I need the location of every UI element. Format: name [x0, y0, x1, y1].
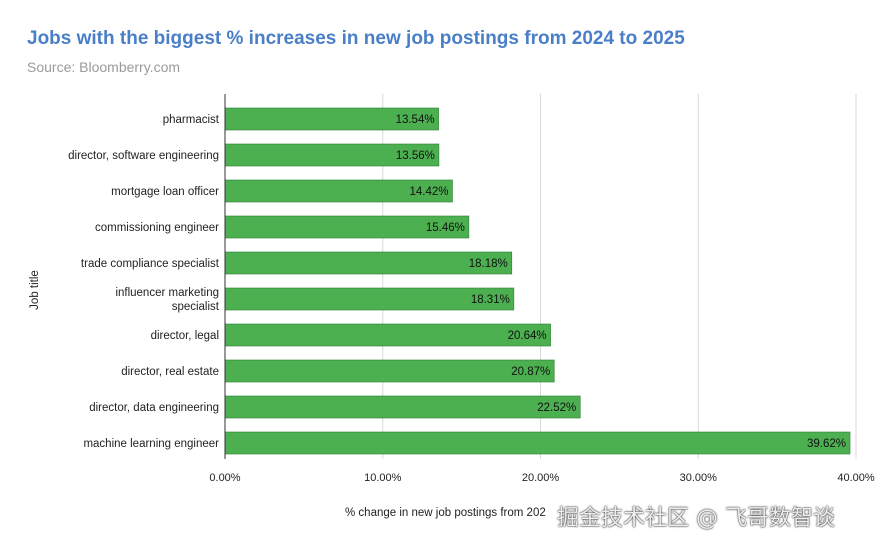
bars: 13.54% 13.56% 14.42% 15.46% 18.18% 18.31% 20.6… — [224, 107, 851, 455]
watermark: 掘金技术社区 @ 飞哥数智谈 — [557, 506, 835, 531]
category-label: influencer marketing specialist — [115, 287, 219, 313]
bar — [224, 359, 555, 383]
category-label: director, software engineering — [68, 150, 219, 162]
bar-value-label: 15.46% — [426, 222, 465, 234]
bar-value-label: 18.18% — [469, 258, 508, 270]
x-tick-labels: 0.00% 10.00% 20.00% 30.00% 40.00% — [209, 472, 874, 484]
x-tick-label: 30.00% — [680, 472, 718, 484]
bar-value-label: 39.62% — [807, 438, 846, 450]
bar-value-label: 18.31% — [471, 294, 510, 306]
category-label: director, legal — [151, 330, 219, 342]
category-label: trade compliance specialist — [81, 258, 220, 270]
x-tick-label: 40.00% — [837, 472, 875, 484]
category-label: director, data engineering — [89, 402, 219, 414]
bar-value-label: 13.54% — [396, 114, 435, 126]
bar — [224, 323, 551, 347]
bar-value-label: 13.56% — [396, 150, 435, 162]
chart-subtitle: Source: Bloomberry.com — [27, 59, 181, 75]
category-label: machine learning engineer — [83, 438, 219, 450]
x-tick-label: 10.00% — [364, 472, 402, 484]
bar-value-label: 14.42% — [409, 186, 448, 198]
category-label: pharmacist — [163, 114, 220, 126]
category-labels: pharmacist director, software engineering… — [68, 114, 220, 450]
bar-value-label: 20.87% — [511, 366, 550, 378]
bar-value-label: 20.64% — [508, 330, 547, 342]
bar — [224, 395, 581, 419]
bar-value-label: 22.52% — [537, 402, 576, 414]
y-axis-title: Job title — [29, 270, 41, 310]
x-axis-title: % change in new job postings from 202 — [345, 507, 546, 519]
category-label: director, real estate — [121, 366, 219, 378]
category-label: mortgage loan officer — [111, 186, 219, 198]
x-tick-label: 0.00% — [209, 472, 240, 484]
bar — [224, 431, 851, 455]
category-label: commissioning engineer — [95, 222, 219, 234]
x-tick-label: 20.00% — [522, 472, 560, 484]
chart-title: Jobs with the biggest % increases in new… — [27, 28, 685, 49]
